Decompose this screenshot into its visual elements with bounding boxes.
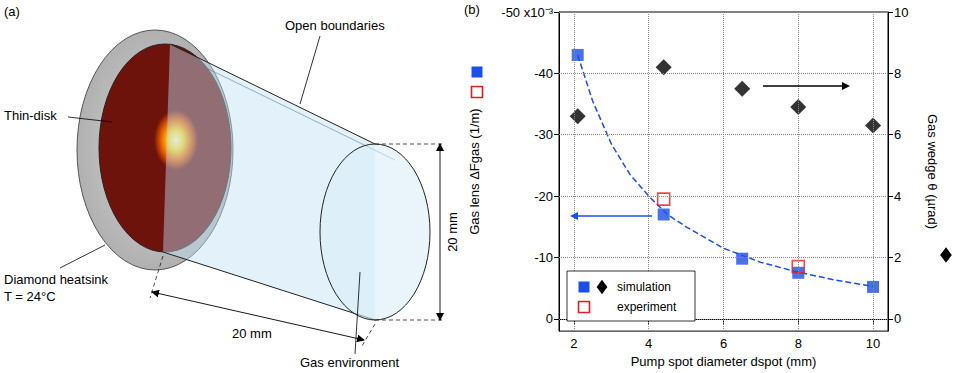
svg-text:0: 0 xyxy=(546,311,553,326)
svg-text:simulation: simulation xyxy=(617,280,671,294)
svg-text:2: 2 xyxy=(894,250,901,265)
svg-text:-20: -20 xyxy=(534,189,553,204)
svg-text:-30: -30 xyxy=(534,127,553,142)
svg-text:Pump spot diameter dspot (mm): Pump spot diameter dspot (mm) xyxy=(631,354,817,369)
svg-text:Diamond heatsink: Diamond heatsink xyxy=(4,272,109,287)
svg-text:(b): (b) xyxy=(464,2,480,17)
svg-text:Thin-disk: Thin-disk xyxy=(4,108,57,123)
svg-text:Gas wedge θ (µrad): Gas wedge θ (µrad) xyxy=(925,114,940,229)
svg-text:20 mm: 20 mm xyxy=(445,212,460,252)
svg-text:8: 8 xyxy=(894,66,901,81)
svg-text:T = 24°C: T = 24°C xyxy=(4,289,56,304)
svg-text:Gas lens ΔFgas (1/m): Gas lens ΔFgas (1/m) xyxy=(467,108,482,234)
svg-text:10: 10 xyxy=(894,5,908,20)
svg-text:10: 10 xyxy=(866,336,880,351)
svg-text:2: 2 xyxy=(570,336,577,351)
svg-text:4: 4 xyxy=(894,189,901,204)
svg-text:Gas environment: Gas environment xyxy=(300,355,399,370)
svg-text:0: 0 xyxy=(894,311,901,326)
svg-text:4: 4 xyxy=(645,336,652,351)
svg-text:(a): (a) xyxy=(4,4,20,19)
svg-text:-10: -10 xyxy=(534,250,553,265)
svg-text:-50 x10⁻³: -50 x10⁻³ xyxy=(501,5,553,20)
svg-text:20 mm: 20 mm xyxy=(232,326,272,341)
svg-text:8: 8 xyxy=(795,336,802,351)
svg-text:-40: -40 xyxy=(534,66,553,81)
svg-text:6: 6 xyxy=(894,127,901,142)
svg-text:experiment: experiment xyxy=(617,300,677,314)
svg-text:Open boundaries: Open boundaries xyxy=(285,18,385,33)
svg-text:6: 6 xyxy=(720,336,727,351)
